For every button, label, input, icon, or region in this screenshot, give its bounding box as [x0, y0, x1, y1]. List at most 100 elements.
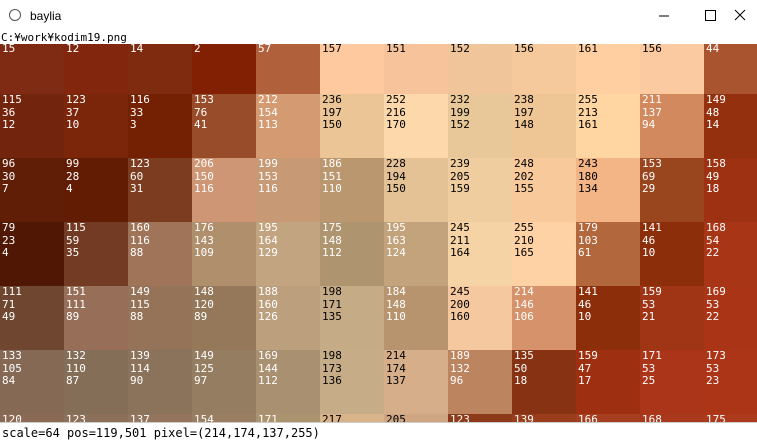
pixel-cell: 169 144 112: [256, 349, 320, 414]
channel-value: 236: [322, 93, 342, 106]
channel-value: 60: [130, 169, 144, 183]
channel-value: 123: [130, 157, 150, 170]
channel-value: 156: [642, 44, 662, 55]
pixel-view: 4115381243143429457201157196151199152206…: [0, 44, 757, 422]
channel-value: 22: [706, 310, 720, 323]
channel-value: 199: [258, 157, 278, 170]
channel-value: 148: [194, 285, 214, 298]
channel-value: 150: [322, 118, 342, 131]
pixel-cell: 111 71 49: [0, 285, 64, 350]
channel-value: 90: [130, 374, 144, 387]
channel-value: 120: [194, 297, 214, 311]
channel-value: 132: [450, 361, 470, 375]
channel-value: 137: [130, 413, 150, 422]
channel-value: 69: [642, 169, 656, 183]
channel-value: 154: [258, 105, 278, 119]
channel-value: 168: [642, 413, 662, 422]
channel-value: 14: [706, 118, 720, 131]
channel-value: 152: [450, 118, 470, 131]
channel-value: 213: [578, 105, 598, 119]
channel-value: 170: [386, 118, 406, 131]
close-button[interactable]: [733, 0, 757, 32]
channel-value: 211: [450, 233, 470, 247]
channel-value: 132: [66, 349, 86, 362]
channel-value: 151: [322, 169, 342, 183]
maximize-button[interactable]: [687, 0, 733, 32]
channel-value: 199: [450, 105, 470, 119]
pixel-cell: 179 103 61: [576, 221, 640, 286]
channel-value: 53: [706, 297, 720, 311]
pixel-cell: 248 202 155: [512, 157, 576, 222]
channel-value: 106: [514, 310, 534, 323]
channel-value: 103: [578, 233, 598, 247]
channel-value: 109: [194, 246, 214, 259]
pixel-cell: 245 200 160: [448, 285, 512, 350]
pixel-cell: 236 197 150: [320, 93, 384, 158]
pixel-cell: 171: [256, 413, 320, 422]
channel-value: 136: [322, 374, 342, 387]
channel-value: 35: [66, 246, 80, 259]
status-bar: scale=64 pos=119,501 pixel=(214,174,137,…: [0, 422, 757, 442]
pixel-cell: 153 69 29: [640, 157, 704, 222]
pixel-cell: 198 173 136: [320, 349, 384, 414]
channel-value: 186: [322, 157, 342, 170]
channel-value: 168: [706, 221, 726, 234]
pixel-cell: 116 33 3: [128, 93, 192, 158]
channel-value: 160: [450, 310, 470, 323]
pixel-cell: 245 211 164: [448, 221, 512, 286]
channel-value: 216: [386, 105, 406, 119]
channel-value: 189: [450, 349, 470, 362]
pixel-cell: 158 49 18: [704, 157, 757, 222]
pixel-cell: 141 46 10: [640, 221, 704, 286]
channel-value: 115: [130, 297, 150, 311]
channel-value: 195: [258, 221, 278, 234]
pixel-cell: 120: [0, 413, 64, 422]
channel-value: 171: [642, 349, 662, 362]
channel-value: 41: [194, 118, 208, 131]
pixel-cell: 115 36 12: [0, 93, 64, 158]
channel-value: 50: [514, 361, 528, 375]
channel-value: 144: [258, 361, 278, 375]
pixel-cell: 195 163 124: [384, 221, 448, 286]
channel-value: 245: [450, 221, 470, 234]
pixel-cell: 4314: [128, 44, 192, 94]
pixel-cell: 115 59 35: [64, 221, 128, 286]
channel-value: 99: [66, 157, 80, 170]
channel-value: 2: [194, 44, 201, 55]
channel-value: 14: [130, 44, 144, 55]
channel-value: 124: [386, 246, 406, 259]
channel-value: 111: [66, 297, 86, 311]
channel-value: 149: [194, 349, 214, 362]
channel-value: 53: [642, 297, 656, 311]
pixel-cell: 189 132 96: [448, 349, 512, 414]
channel-value: 160: [130, 221, 150, 234]
pixel-cell: 149 115 88: [128, 285, 192, 350]
channel-value: 188: [258, 285, 278, 298]
channel-value: 179: [578, 221, 598, 234]
channel-value: 115: [66, 221, 86, 234]
channel-value: 195: [386, 221, 406, 234]
pixel-cell: 186 151 110: [320, 157, 384, 222]
pixel-cell: 123 37 10: [64, 93, 128, 158]
channel-value: 22: [706, 246, 720, 259]
channel-value: 171: [322, 297, 342, 311]
channel-value: 110: [386, 310, 406, 323]
channel-value: 228: [386, 157, 406, 170]
channel-value: 134: [578, 182, 598, 195]
channel-value: 184: [386, 285, 406, 298]
channel-value: 245: [450, 285, 470, 298]
pixel-cell: 171 53 25: [640, 349, 704, 414]
channel-value: 137: [642, 105, 662, 119]
pixel-cell: 184 148 110: [384, 285, 448, 350]
pixel-cell: 123 60 31: [128, 157, 192, 222]
minimize-button[interactable]: [641, 0, 687, 32]
channel-value: 30: [2, 169, 16, 183]
pixel-cell: 168 54 22: [704, 221, 757, 286]
channel-value: 160: [258, 297, 278, 311]
channel-value: 148: [514, 118, 534, 131]
channel-value: 53: [706, 361, 720, 375]
channel-value: 48: [706, 105, 720, 119]
channel-value: 123: [66, 413, 86, 422]
channel-value: 174: [386, 361, 406, 375]
channel-value: 89: [66, 310, 80, 323]
